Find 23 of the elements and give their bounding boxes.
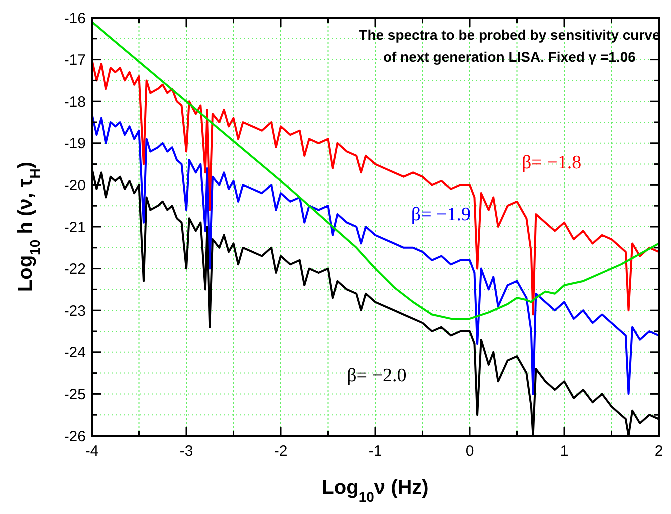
y-tick-label: -22 xyxy=(64,261,86,278)
y-tick-label: -26 xyxy=(64,428,86,446)
y-tick-label: -19 xyxy=(64,136,86,153)
x-tick-label: -1 xyxy=(368,443,382,460)
y-tick-label: -25 xyxy=(64,386,86,404)
x-axis-title: Log$_{10}$ν (Hz) xyxy=(322,477,429,505)
series-label: β= −1.9 xyxy=(411,204,472,226)
y-tick-label: -24 xyxy=(64,344,86,362)
y-tick-label: -18 xyxy=(64,94,86,111)
x-tick-label: 0 xyxy=(466,443,474,460)
y-tick-label: -16 xyxy=(64,10,86,28)
y-tick-label: -21 xyxy=(64,219,86,236)
y-tick-label: -17 xyxy=(64,52,86,70)
x-tick-label: -3 xyxy=(180,443,194,460)
series-label: β= −1.8 xyxy=(522,152,582,174)
x-tick-label: -2 xyxy=(274,443,288,460)
y-tick-label: -20 xyxy=(64,177,86,194)
x-tick-label: 1 xyxy=(560,443,569,460)
y-tick-label: -23 xyxy=(64,302,86,320)
x-tick-label: 2 xyxy=(654,443,664,460)
line-series xyxy=(92,113,659,396)
x-tick-label: -4 xyxy=(85,443,99,460)
text: β= −2.0 xyxy=(347,366,407,387)
